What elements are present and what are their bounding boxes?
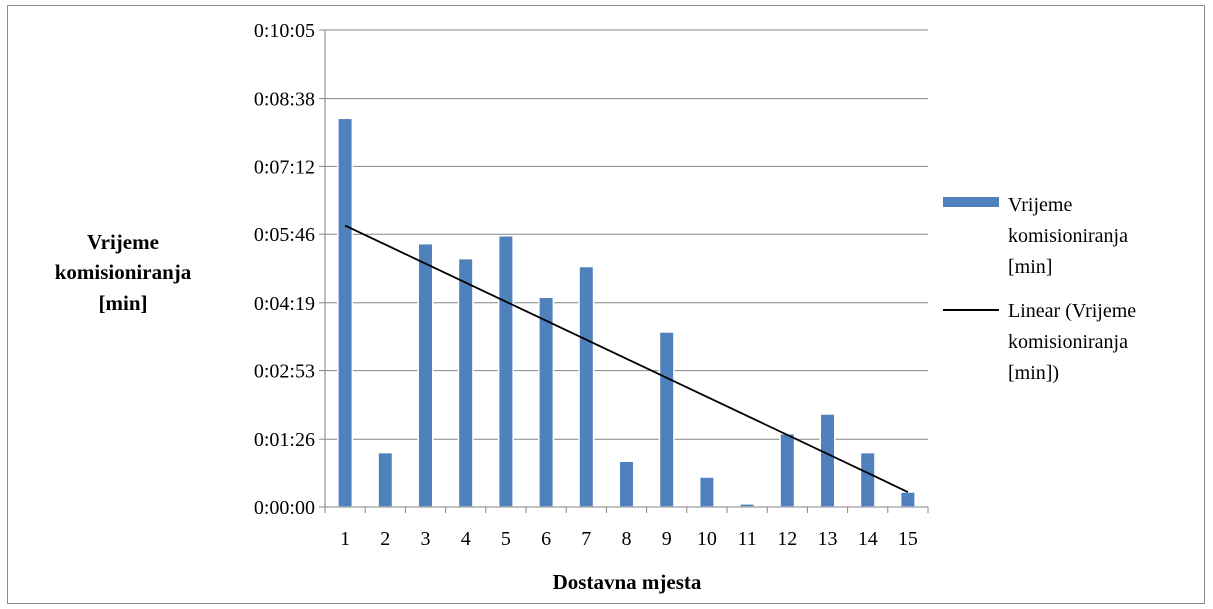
y-tick-label: 0:01:26 [254, 429, 315, 451]
trendline [344, 224, 909, 493]
legend: Vrijeme komisioniranja [min] Linear (Vri… [943, 194, 1136, 384]
x-tick-label: 6 [541, 528, 551, 550]
bar [497, 235, 514, 508]
x-tick-label: 4 [461, 528, 471, 550]
gridlines [325, 29, 928, 440]
bar-chart: 0:00:00 0:01:26 0:02:53 0:04:19 0:05:46 0:07:… [55, 20, 1137, 594]
y-tick-label: 0:10:05 [254, 20, 315, 42]
y-tick-label: 0:02:53 [254, 361, 315, 383]
x-tick-label: 2 [380, 528, 390, 550]
bar [417, 242, 434, 508]
legend-label-trend-line-2: komisioniranja [1008, 331, 1128, 353]
legend-label-bar-line-3: [min] [1008, 256, 1052, 278]
x-tick-label: 15 [898, 528, 918, 550]
x-tick-label: 11 [737, 528, 756, 550]
bar [377, 451, 394, 508]
y-axis-title-line-2: komisioniranja [55, 260, 192, 284]
y-axis-title-line-3: [min] [99, 291, 148, 315]
legend-label-bar-line-1: Vrijeme [1008, 194, 1072, 216]
x-tick-label: 9 [662, 528, 672, 550]
bar [457, 257, 474, 508]
bars [337, 117, 916, 508]
legend-label-trend-line-3: [min]) [1008, 362, 1059, 384]
x-tick-label: 12 [777, 528, 797, 550]
y-tick-label: 0:00:00 [254, 497, 315, 519]
x-tick-label: 10 [697, 528, 717, 550]
x-tick-label: 8 [622, 528, 632, 550]
x-tick-label: 1 [340, 528, 350, 550]
x-tick-label: 7 [581, 528, 591, 550]
x-axis-title: Dostavna mjesta [553, 570, 702, 594]
y-tick-label: 0:07:12 [254, 156, 315, 178]
y-axis-title-line-1: Vrijeme [87, 230, 159, 254]
x-tick-label: 13 [818, 528, 838, 550]
bar [618, 460, 635, 508]
axes [319, 29, 929, 513]
bar [779, 432, 796, 508]
legend-label-bar-line-2: komisioniranja [1008, 225, 1128, 247]
y-tick-label: 0:04:19 [254, 293, 315, 315]
legend-label-trend-line-1: Linear (Vrijeme [1008, 300, 1136, 322]
x-tick-label: 5 [501, 528, 511, 550]
bar [538, 296, 555, 508]
bar [859, 451, 876, 508]
y-axis-title: Vrijeme komisioniranja [min] [55, 230, 192, 315]
legend-swatch-bar [943, 197, 999, 207]
x-tick-label: 3 [421, 528, 431, 550]
bar [899, 491, 916, 508]
bar [819, 413, 836, 508]
bar [658, 331, 675, 508]
y-tick-label: 0:08:38 [254, 89, 315, 111]
x-tick-labels: 1 2 3 4 5 6 7 8 9 10 11 12 13 14 15 [340, 528, 918, 550]
y-tick-labels: 0:00:00 0:01:26 0:02:53 0:04:19 0:05:46 0:07:… [254, 20, 315, 519]
trendline-layer [344, 224, 909, 493]
bar [578, 265, 595, 508]
y-tick-label: 0:05:46 [254, 224, 315, 246]
bar [337, 117, 354, 508]
x-tick-label: 14 [858, 528, 878, 550]
chart-frame: 0:00:00 0:01:26 0:02:53 0:04:19 0:05:46 0:07:… [7, 5, 1205, 604]
bar [698, 476, 715, 508]
